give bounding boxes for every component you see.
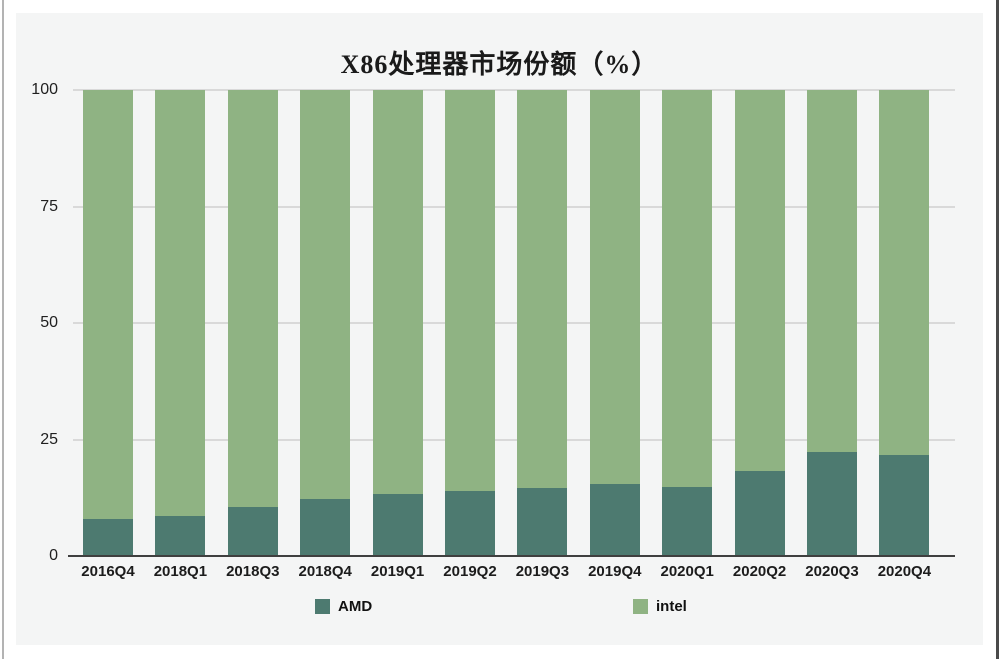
left-border-line [2,0,4,659]
y-axis-tick-label-75: 75 [40,197,58,215]
y-axis-tick-label-50: 50 [40,314,58,331]
gridline-25 [73,438,955,441]
x-axis-tick-label-2016Q4: 2016Q4 [81,563,135,580]
bar-segment-amd-2020Q2 [734,470,785,556]
bar-segment-intel-2018Q3 [227,90,278,507]
bar-segment-intel-2019Q3 [517,90,568,488]
bar-segment-intel-2020Q1 [662,90,713,488]
x-axis-tick-label-2020Q3: 2020Q3 [805,563,859,580]
bar-segment-intel-2016Q4 [83,90,133,519]
gridline-50 [73,322,955,324]
bar-segment-amd-2018Q3 [227,506,278,556]
bar-segment-intel-2019Q1 [372,90,423,495]
x-axis-line [68,555,955,557]
bar-segment-intel-2020Q3 [807,90,857,452]
bar-segment-amd-2016Q4 [83,518,133,556]
bar-segment-amd-2019Q2 [445,491,495,556]
x-axis-tick-label-2018Q1: 2018Q1 [153,563,208,580]
bar-segment-amd-2020Q4 [879,454,930,556]
bar-segment-intel-2019Q4 [589,90,640,484]
right-border-line [996,0,999,659]
x-axis-tick-label-2019Q2: 2019Q2 [443,563,497,580]
x-axis-tick-label-2019Q1: 2019Q1 [370,563,425,580]
x-axis-tick-label-2018Q3: 2018Q3 [226,563,280,580]
gridline-75 [73,205,955,208]
bar-segment-amd-2020Q1 [662,487,713,556]
bar-segment-intel-2019Q2 [445,90,495,492]
x-axis-tick-label-2020Q2: 2020Q2 [732,563,787,580]
gridline-100 [73,89,955,91]
bar-segment-intel-2018Q1 [155,90,206,516]
bar-segment-amd-2019Q4 [589,483,640,556]
bar-segment-intel-2020Q4 [879,90,930,455]
intel-legend-label: intel [656,598,687,615]
bar-segment-amd-2019Q1 [372,494,423,556]
bar-segment-intel-2020Q2 [734,90,785,471]
x-axis-tick-label-2019Q4: 2019Q4 [588,563,642,580]
bar-segment-intel-2018Q4 [300,90,351,499]
chart-title: X86处理器市场份额（%） [340,50,659,79]
x-axis-tick-label-2018Q4: 2018Q4 [298,563,352,580]
x-axis-tick-label-2020Q1: 2020Q1 [660,563,714,580]
bar-segment-amd-2018Q1 [155,515,206,556]
bar-segment-amd-2019Q3 [517,487,568,556]
bar-segment-amd-2018Q4 [300,498,351,556]
x-axis-tick-label-2019Q3: 2019Q3 [515,563,570,580]
y-axis-tick-label-25: 25 [40,430,58,448]
amd-legend-label: AMD [338,598,373,615]
x-axis-tick-label-2020Q4: 2020Q4 [877,563,932,580]
y-axis-tick-label-0: 0 [49,547,58,564]
amd-legend-swatch [315,599,330,614]
bar-segment-amd-2020Q3 [807,451,857,556]
intel-legend-swatch [633,599,648,614]
y-axis-tick-label-100: 100 [31,81,58,98]
